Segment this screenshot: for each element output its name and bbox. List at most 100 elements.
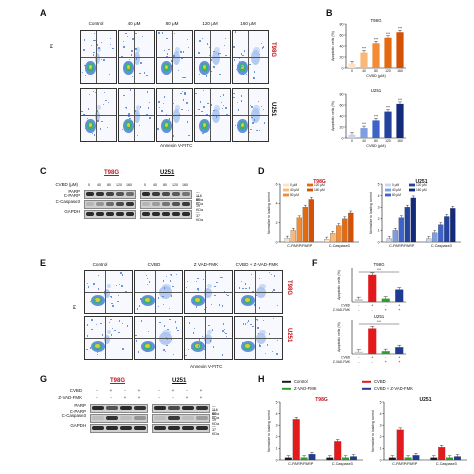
flow-event (276, 304, 279, 307)
legend-label: 0 μM (290, 183, 297, 187)
treatment-sign: + (137, 395, 141, 400)
flow-density (97, 46, 101, 52)
flow-event (84, 127, 87, 130)
flow-event (216, 116, 218, 118)
flow-gate-v (104, 317, 106, 359)
flow-gate-v (247, 31, 249, 83)
flow-event (166, 64, 169, 66)
y-tick-label: 5 (378, 182, 380, 186)
flow-event (201, 37, 204, 40)
flow-density (95, 110, 100, 123)
flow-event (240, 100, 242, 102)
flow-plot (84, 270, 133, 314)
flow-event (187, 280, 189, 283)
condition-label: CVBD (147, 262, 161, 267)
flow-event (118, 283, 121, 286)
blot-band (154, 416, 166, 421)
flow-event (162, 102, 164, 105)
flow-event (240, 280, 242, 283)
flow-event (88, 93, 90, 96)
legend-swatch (307, 183, 313, 187)
treatment-sign: + (171, 388, 175, 393)
flow-event (171, 338, 173, 340)
panel-h-chart-u251: 0 1 2 3 4 5 Normalize to loading control U251 C-… (371, 397, 467, 466)
flow-event (250, 273, 253, 276)
flow-event (177, 69, 180, 71)
flow-density (259, 283, 267, 290)
flow-gate-h (157, 57, 192, 58)
flow-event (172, 354, 175, 356)
y-tick-label: 0 (276, 458, 278, 462)
flow-event (92, 54, 95, 56)
y-tick-label: 20 (340, 125, 344, 129)
flow-event (125, 107, 127, 110)
flow-event (135, 58, 138, 60)
flow-gate-h (157, 115, 192, 116)
bar (368, 274, 377, 302)
flow-event (252, 291, 254, 293)
dose-label: 80 (107, 183, 111, 187)
flow-event (104, 91, 106, 94)
flow-event (169, 318, 171, 321)
flow-event (93, 39, 95, 41)
flow-gate-h (233, 115, 268, 116)
bar (342, 218, 348, 243)
flow-event (233, 96, 235, 99)
flow-event (86, 324, 89, 326)
panel-letter-a: A (40, 8, 47, 18)
blot-band (126, 212, 134, 217)
blot-band (120, 416, 132, 421)
flow-event (178, 114, 180, 116)
flow-plot (234, 316, 283, 360)
sign-mark: - (358, 307, 360, 312)
flow-event (128, 113, 130, 115)
flow-event (227, 294, 229, 297)
blot-band (142, 202, 150, 207)
blot-band (92, 406, 104, 411)
significance-star: *** (386, 32, 391, 36)
significance-star: *** (386, 106, 391, 110)
flow-event (87, 122, 89, 125)
blot-band (154, 426, 166, 431)
flow-event (207, 64, 210, 66)
flow-event (187, 47, 189, 49)
flow-event (166, 38, 168, 40)
flow-density (204, 288, 212, 298)
flow-event (257, 100, 260, 102)
x-tick-label: C-PARP/PARP (287, 244, 313, 248)
y-axis-label: Apoptotic cells (%) (331, 101, 335, 131)
flow-density (214, 104, 220, 113)
flow-event (240, 95, 242, 97)
x-tick-label: 80 (374, 69, 378, 73)
dose-row-header: CVBD (μM) (55, 182, 78, 187)
flow-event (248, 131, 251, 133)
flow-event (126, 35, 129, 38)
molecular-weight-label: — 19 KDa (196, 200, 203, 212)
flow-density (95, 344, 101, 349)
bar (336, 225, 342, 243)
flow-event (193, 301, 195, 304)
flow-event (238, 57, 240, 60)
flow-event (264, 352, 267, 355)
flow-event (181, 108, 183, 111)
flow-gate-v (247, 89, 249, 141)
legend-label: Z-VAD-FMK (294, 386, 317, 391)
y-axis-label: Normalize to loading control (267, 192, 271, 234)
flow-event (180, 51, 182, 53)
flow-gate-h (135, 338, 182, 339)
panel-letter-b: B (326, 8, 333, 18)
flow-event (238, 287, 241, 289)
treatment-sign: - (172, 395, 174, 400)
blot-band (134, 406, 146, 411)
flow-gate-v (204, 317, 206, 359)
flow-event (255, 294, 257, 297)
flow-event (192, 332, 195, 334)
flow-event (245, 287, 247, 290)
flow-event (186, 121, 189, 123)
y-tick-label: 0 (380, 458, 382, 462)
y-tick-label: 4 (276, 202, 278, 206)
blot-sample-u251: U251 (172, 378, 187, 384)
flow-event (162, 303, 165, 306)
blot-band (196, 416, 208, 421)
flow-event (148, 281, 151, 283)
